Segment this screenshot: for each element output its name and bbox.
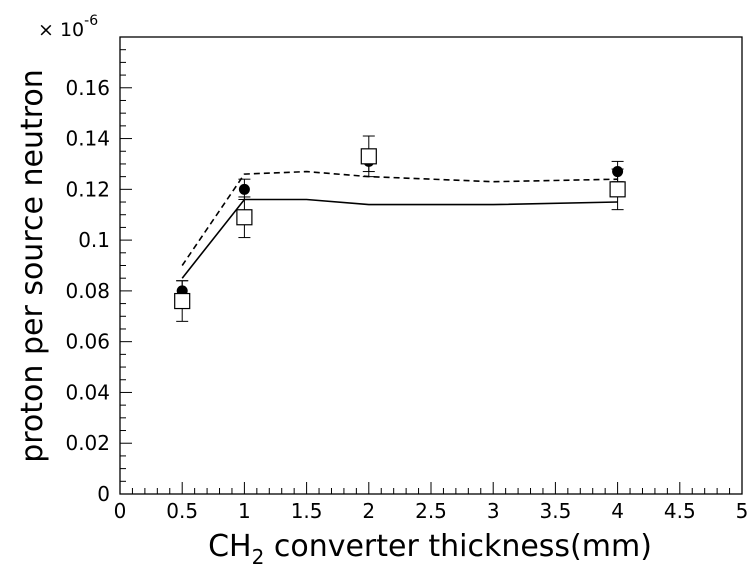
y-scale-factor: × 10-6: [38, 13, 98, 41]
circle-data-point: [238, 178, 251, 200]
x-tick-label: 3: [487, 499, 500, 523]
x-tick-label: 1: [238, 499, 251, 523]
x-tick-label: 0: [114, 499, 127, 523]
y-tick-label: 0.12: [65, 177, 110, 201]
x-tick-label: 1.5: [291, 499, 323, 523]
filled-circle-marker: [238, 183, 250, 195]
y-axis-tick-labels: 0 0.02 0.04 0.06 0.08 0.1 0.12 0.14 0.16: [65, 76, 110, 506]
y-tick-label: 0.04: [65, 380, 110, 404]
solid-model-line: [181, 198, 618, 279]
y-tick-label: 0.02: [65, 431, 110, 455]
y-tick-label: 0.06: [65, 330, 110, 354]
x-tick-label: 2.5: [415, 499, 447, 523]
x-axis-ticks: [119, 482, 743, 494]
x-tick-label: 5: [736, 499, 749, 523]
square-data-point: [360, 135, 377, 178]
x-tick-label: 3.5: [539, 499, 571, 523]
y-axis-title: proton per source neutron: [15, 69, 50, 463]
open-square-marker: [609, 181, 626, 198]
x-tick-label: 2: [362, 499, 375, 523]
square-data-point: [609, 168, 626, 211]
open-square-marker: [174, 292, 191, 310]
x-axis-title: CH2 converter thickness(mm): [208, 529, 652, 568]
y-tick-label: 0.08: [65, 279, 110, 303]
open-square-marker: [360, 148, 377, 165]
y-tick-label: 0.1: [78, 228, 110, 252]
square-data-point: [236, 196, 253, 239]
y-tick-label: 0.14: [65, 127, 110, 151]
y-axis-ticks: [120, 36, 132, 495]
square-data-point: [174, 280, 191, 322]
model-lines: [181, 170, 618, 279]
dashed-model-line: [181, 170, 618, 266]
plot-frame: [119, 36, 743, 495]
y-tick-label: 0: [97, 482, 110, 506]
data-points: [174, 135, 626, 322]
y-tick-label: 0.16: [65, 76, 110, 100]
x-tick-label: 0.5: [166, 499, 198, 523]
x-tick-label: 4: [611, 499, 624, 523]
x-tick-label: 4.5: [664, 499, 696, 523]
x-axis-tick-labels: 0 0.5 1 1.5 2 2.5 3 3.5 4 4.5 5: [114, 499, 749, 523]
open-square-marker: [236, 209, 253, 226]
